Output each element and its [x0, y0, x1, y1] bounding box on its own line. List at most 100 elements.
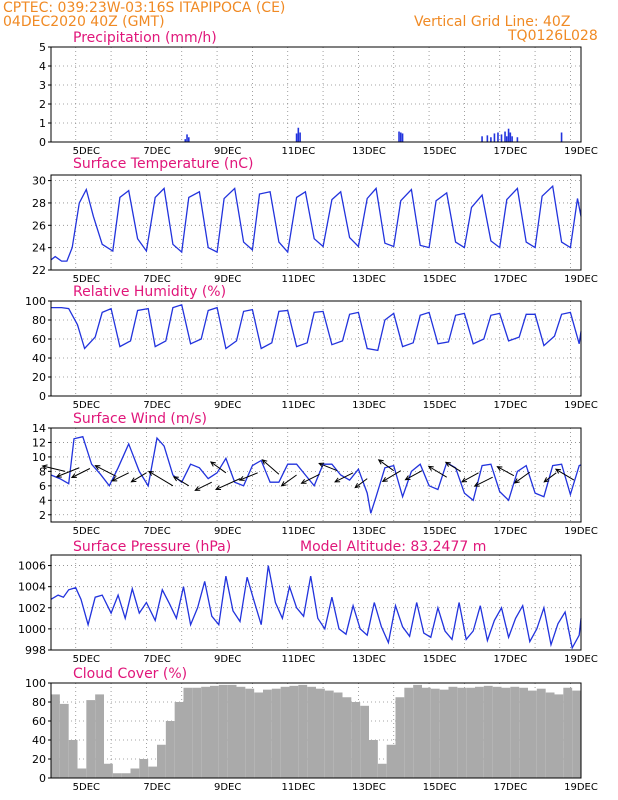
cloud-cover-bar — [210, 685, 219, 778]
x-tick-label: 11DEC — [281, 146, 315, 157]
wind-vector-head — [318, 462, 325, 468]
cloud-cover-bar — [174, 702, 184, 778]
wind-vector-head — [238, 476, 245, 481]
cloud-cover-bar — [466, 687, 475, 778]
x-tick-label: 17DEC — [493, 526, 527, 537]
x-tick-label: 19DEC — [564, 400, 598, 411]
precipitation-bar — [486, 135, 489, 142]
precipitation-bar — [400, 132, 402, 142]
x-tick-label: 15DEC — [423, 526, 457, 537]
panel-title: Relative Humidity (%) — [73, 284, 226, 300]
x-tick-label: 17DEC — [493, 400, 527, 411]
precipitation-bar — [497, 132, 499, 142]
wind-vector-head — [111, 476, 118, 482]
x-tick-label: 13DEC — [352, 274, 386, 285]
x-tick-label: 15DEC — [423, 274, 457, 285]
precipitation-bar — [507, 128, 510, 142]
y-tick-label: 8 — [39, 465, 46, 478]
cloud-cover-bar — [289, 685, 299, 778]
cloud-cover-bar — [545, 692, 555, 778]
wind-vector — [262, 459, 280, 475]
cloud-cover-bar — [572, 690, 581, 778]
precipitation-bar — [295, 133, 298, 142]
wind-vector — [112, 472, 129, 482]
x-tick-label: 5DEC — [73, 782, 100, 793]
y-tick-label: 5 — [39, 41, 46, 54]
series-line — [50, 435, 582, 514]
wind-vector — [555, 468, 575, 481]
x-tick-label: 19DEC — [564, 654, 598, 665]
cloud-cover-bar — [448, 686, 458, 778]
y-tick-label: 30 — [32, 175, 46, 188]
wind-vector-head — [209, 461, 216, 467]
panel-2: 22 24 26 28 30 5DEC 7DEC 9DEC 11DEC 13DEC 15DEC 17D… — [32, 156, 598, 285]
cloud-cover-bar — [475, 686, 484, 778]
y-tick-label: 60 — [32, 715, 46, 728]
x-tick-label: 17DEC — [493, 274, 527, 285]
wind-vector-head — [444, 461, 451, 467]
cloud-cover-bar — [148, 766, 157, 778]
cloud-cover-bar — [95, 694, 104, 778]
wind-vector — [195, 481, 212, 491]
x-tick-label: 7DEC — [143, 654, 170, 665]
x-tick-label: 13DEC — [352, 782, 386, 793]
cloud-cover-bar — [528, 690, 537, 778]
panel-title: Surface Pressure (hPa) — [73, 539, 231, 555]
wind-vector-head — [404, 475, 411, 481]
x-tick-label: 5DEC — [73, 274, 100, 285]
wind-vector-head — [461, 477, 468, 483]
wind-vector — [514, 471, 531, 484]
x-tick-label: 9DEC — [214, 782, 241, 793]
y-tick-label: 6 — [39, 480, 46, 493]
wind-vector — [239, 472, 258, 481]
wind-vector-head — [214, 485, 222, 491]
cloud-cover-bar — [377, 763, 387, 778]
cloud-cover-bar — [563, 687, 573, 778]
wind-vector-head — [496, 466, 503, 472]
plot-frame — [50, 174, 582, 271]
cloud-cover-bar — [342, 697, 352, 778]
wind-vector — [215, 478, 241, 490]
header-grid-line: Vertical Grid Line: 40Z — [414, 14, 571, 30]
plot-frame — [50, 682, 582, 779]
precipitation-bar — [297, 127, 300, 142]
cloud-cover-bar — [183, 687, 193, 778]
header-model: TQ0126L028 — [508, 28, 598, 44]
x-tick-label: 13DEC — [352, 654, 386, 665]
x-tick-label: 15DEC — [423, 400, 457, 411]
cloud-cover-bar — [104, 763, 113, 778]
cloud-cover-bar — [280, 686, 290, 778]
precipitation-bar — [184, 139, 187, 142]
cloud-cover-bar — [271, 688, 281, 778]
series-line — [50, 184, 582, 262]
x-tick-label: 17DEC — [493, 782, 527, 793]
cloud-cover-bar — [316, 688, 325, 778]
cloud-cover-bar — [333, 692, 343, 778]
wind-vector-head — [172, 476, 179, 482]
cloud-cover-bar — [536, 688, 546, 778]
x-tick-label: 5DEC — [73, 146, 100, 157]
x-tick-label: 5DEC — [73, 654, 100, 665]
wind-vector — [95, 465, 117, 477]
x-tick-label: 13DEC — [352, 146, 386, 157]
precipitation-bar — [493, 133, 496, 142]
y-tick-label: 0 — [39, 136, 46, 149]
x-tick-label: 5DEC — [73, 400, 100, 411]
x-tick-label: 13DEC — [352, 526, 386, 537]
x-tick-label: 11DEC — [281, 526, 315, 537]
header-datetime: 04DEC2020 40Z (GMT) — [3, 14, 165, 30]
wind-vector — [173, 476, 190, 487]
precipitation-bar — [500, 134, 503, 142]
y-tick-label: 12 — [32, 436, 46, 449]
cloud-cover-bar — [457, 687, 467, 778]
cloud-cover-bar — [483, 685, 493, 778]
wind-vector — [405, 470, 423, 481]
cloud-cover-bar — [77, 768, 87, 778]
wind-vector-head — [55, 472, 62, 478]
cloud-cover-bar — [395, 697, 405, 778]
cloud-cover-bar — [439, 689, 449, 778]
wind-vector — [210, 461, 227, 474]
cloud-cover-bar — [86, 700, 96, 778]
y-tick-label: 100 — [25, 677, 46, 690]
